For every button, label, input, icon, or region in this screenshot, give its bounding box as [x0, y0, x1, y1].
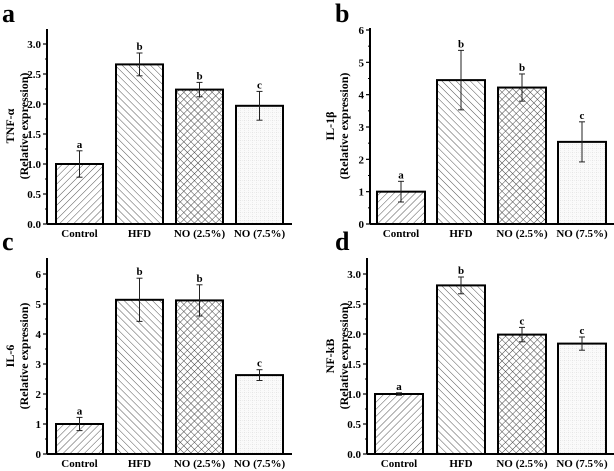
significance-letter: b: [519, 62, 525, 74]
bar-0: [374, 393, 424, 455]
y-tick-label: 4: [36, 329, 42, 341]
bar-3: [235, 374, 284, 456]
panel-letter: a: [2, 0, 15, 28]
y-axis-label-line1: IL-1β: [323, 112, 337, 141]
panel-letter: d: [335, 227, 350, 256]
y-axis-label: IL-1β(Relative expression): [323, 73, 351, 180]
significance-letter: b: [196, 273, 202, 285]
y-tick-label: 5: [36, 299, 42, 311]
bar-0: [55, 423, 104, 455]
y-tick-label: 0.0: [27, 219, 41, 231]
y-axis-label-line2: (Relative expression): [337, 303, 351, 410]
y-tick-label: 0.5: [347, 419, 361, 431]
significance-letter: b: [458, 38, 464, 50]
significance-letter: c: [257, 358, 262, 370]
x-tick-label: Control: [61, 458, 97, 470]
significance-letter: a: [77, 405, 83, 417]
y-tick-label: 2.5: [347, 299, 361, 311]
x-tick-label: HFD: [128, 228, 151, 240]
bar-2: [175, 299, 224, 455]
panel-a: a TNF-α(Relative expression) a Control b HFD b…: [2, 0, 292, 240]
y-tick-label: 2: [36, 389, 42, 401]
x-tick-label: NO (2.5%): [496, 228, 548, 240]
y-axis-label-line2: (Relative expression): [17, 303, 31, 410]
y-axis-label: NF-kB(Relative expression): [323, 303, 351, 410]
bar-2: [175, 88, 224, 225]
significance-letter: a: [396, 381, 402, 393]
x-tick-label: NO (7.5%): [234, 228, 286, 240]
x-tick-label: NO (7.5%): [234, 458, 286, 470]
y-axis-label: TNF-α(Relative expression): [3, 73, 31, 180]
y-tick-label: 6: [359, 25, 365, 37]
y-axis-label-line1: TNF-α: [3, 108, 17, 143]
panel-letter: b: [335, 0, 349, 28]
y-tick-label: 1.5: [27, 129, 41, 141]
bar-2: [497, 86, 547, 226]
y-tick-label: 2.0: [27, 99, 41, 111]
y-axis-label-line2: (Relative expression): [337, 73, 351, 180]
bar-1: [115, 63, 164, 226]
x-tick-label: NO (7.5%): [556, 228, 608, 240]
significance-letter: c: [257, 79, 262, 91]
y-axis-label-line2: (Relative expression): [17, 73, 31, 180]
panel-b: b IL-1β(Relative expression) a Control b HFD b…: [323, 0, 614, 240]
y-tick-label: 3.0: [27, 39, 41, 51]
y-tick-label: 3: [359, 122, 365, 134]
bar-1: [436, 284, 486, 455]
bar-3: [557, 342, 607, 456]
y-axis-label: IL-6(Relative expression): [3, 303, 31, 410]
bar-1: [115, 298, 164, 455]
y-tick-label: 1.0: [347, 389, 361, 401]
y-tick-label: 3: [36, 359, 42, 371]
y-tick-label: 2.0: [347, 329, 361, 341]
x-tick-label: HFD: [449, 458, 472, 470]
bar-3: [235, 104, 284, 225]
y-tick-label: 0.0: [347, 449, 361, 461]
y-tick-label: 2: [359, 154, 365, 166]
y-tick-label: 5: [359, 57, 365, 69]
significance-letter: c: [520, 315, 525, 327]
significance-letter: c: [580, 325, 585, 337]
y-tick-label: 3.0: [347, 269, 361, 281]
y-tick-label: 0.5: [27, 189, 41, 201]
significance-letter: b: [196, 70, 202, 82]
x-tick-label: NO (7.5%): [556, 458, 608, 470]
panel-c: c IL-6(Relative expression) a Control b HFD b N…: [2, 227, 292, 470]
significance-letter: b: [136, 41, 142, 53]
y-tick-label: 6: [36, 269, 42, 281]
significance-letter: b: [458, 265, 464, 277]
panel-letter: c: [2, 227, 14, 256]
x-tick-label: Control: [61, 228, 97, 240]
bar-2: [497, 333, 547, 456]
significance-letter: a: [398, 169, 404, 181]
significance-letter: b: [136, 266, 142, 278]
significance-letter: a: [77, 139, 83, 151]
x-tick-label: NO (2.5%): [174, 458, 226, 470]
y-tick-label: 1: [36, 419, 42, 431]
significance-letter: c: [580, 110, 585, 122]
y-tick-label: 1: [359, 187, 365, 199]
y-axis-label-line1: NF-kB: [323, 339, 337, 374]
x-tick-label: NO (2.5%): [496, 458, 548, 470]
y-tick-label: 0: [359, 219, 365, 231]
y-tick-label: 2.5: [27, 69, 41, 81]
x-tick-label: NO (2.5%): [174, 228, 226, 240]
y-axis-label-line1: IL-6: [3, 345, 17, 368]
y-tick-label: 0: [36, 449, 42, 461]
y-tick-label: 1.5: [347, 359, 361, 371]
x-tick-label: Control: [381, 458, 417, 470]
x-tick-label: HFD: [449, 228, 472, 240]
panel-d: d NF-kB(Relative expression) a Control b HFD c…: [323, 227, 614, 470]
y-tick-label: 1.0: [27, 159, 41, 171]
x-tick-label: HFD: [128, 458, 151, 470]
x-tick-label: Control: [383, 228, 419, 240]
y-tick-label: 4: [359, 90, 365, 102]
